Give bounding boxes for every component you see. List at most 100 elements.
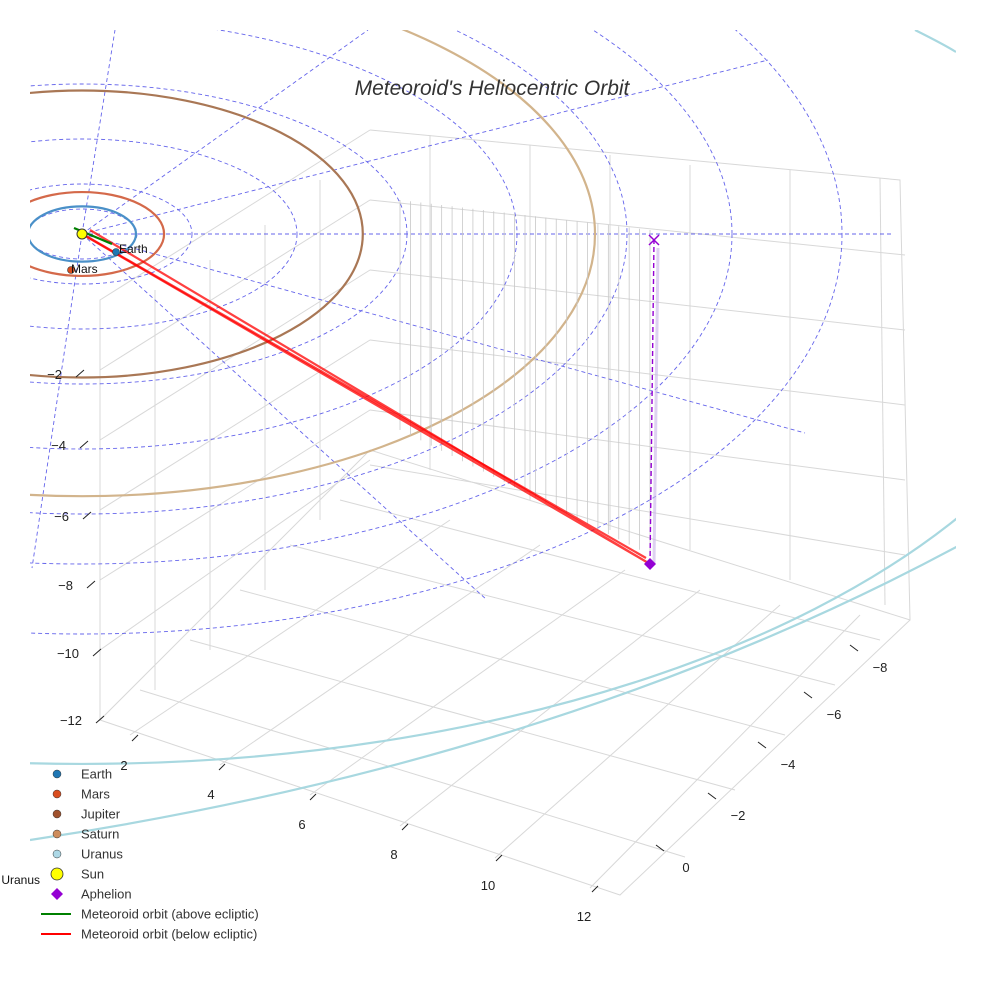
legend-meteoroid-orbit-above-ecliptic-label: Meteoroid orbit (above ecliptic) — [81, 907, 259, 922]
wall-gridline — [369, 199, 906, 256]
tick-label: −8 — [58, 578, 73, 593]
z-axis-ticks: −2 −4 −6 −8 −10 −12 — [47, 367, 105, 728]
back-wall-right — [369, 129, 911, 621]
tick-mark — [218, 763, 226, 771]
floor-gridline — [219, 544, 541, 766]
ecliptic-ring — [30, 30, 733, 565]
tick-mark — [849, 644, 859, 652]
tick-label: −4 — [781, 757, 796, 772]
legend-sun-marker — [50, 867, 64, 881]
meteoroid-orbit-below — [85, 235, 647, 559]
aphelion-drop-shadow — [652, 247, 660, 565]
tick-label: 0 — [682, 860, 689, 875]
tick-mark — [75, 369, 85, 378]
ecliptic-spoke — [81, 30, 369, 235]
tick-mark — [707, 792, 717, 800]
orbit-mars — [30, 190, 166, 278]
wall-gridline — [369, 464, 906, 556]
floor-edge — [99, 619, 911, 896]
sun-marker — [76, 228, 88, 240]
legend-aphelion-label: Aphelion — [81, 887, 132, 902]
tick-mark — [655, 844, 665, 852]
aphelion-marker — [644, 558, 656, 570]
aphelion-drop-line — [649, 239, 655, 565]
legend-saturn-label: Saturn — [81, 827, 119, 842]
floor-gridline — [309, 569, 626, 796]
legend-jupiter-label: Jupiter — [81, 807, 121, 822]
tick-label: 4 — [207, 787, 214, 802]
tick-mark — [495, 854, 503, 862]
tick-label: 2 — [120, 758, 127, 773]
tick-label: −12 — [60, 713, 82, 728]
wall-gridline — [99, 409, 371, 581]
floor-gridline — [289, 544, 836, 686]
axes-box — [99, 129, 911, 896]
ecliptic-spoke — [81, 59, 769, 235]
ecliptic-spoke — [31, 233, 83, 569]
drop-lines — [399, 200, 651, 555]
ecliptic-ring — [30, 30, 628, 515]
ecliptic-ring — [30, 138, 298, 330]
wall-gridline — [99, 459, 371, 651]
legend-earth-label: Earth — [81, 767, 112, 782]
y-axis-ticks: 0 −2 −4 −6 −8 — [655, 644, 888, 875]
wall-gridline — [879, 177, 886, 606]
tick-mark — [79, 440, 89, 449]
tick-label: 10 — [481, 878, 495, 893]
legend-aphelion-marker — [51, 888, 63, 900]
tick-mark — [309, 793, 317, 801]
tick-label: −8 — [873, 660, 888, 675]
floor-gridline — [189, 639, 736, 791]
floor-gridline — [339, 499, 881, 641]
floor-gridline — [239, 589, 786, 736]
orbit-saturn — [30, 30, 596, 498]
tick-mark — [131, 734, 139, 742]
chart-title: Meteoroid's Heliocentric Orbit — [355, 77, 631, 100]
planet-mars — [67, 266, 75, 274]
tick-label: 6 — [298, 817, 305, 832]
tick-mark — [401, 823, 409, 831]
tick-label: −2 — [47, 367, 62, 382]
tick-label: 12 — [577, 909, 591, 924]
ecliptic-spoke — [81, 233, 806, 434]
planet-earth — [112, 248, 120, 256]
meteoroid-orbit — [73, 226, 660, 565]
tick-label: −6 — [54, 509, 69, 524]
wall-gridline — [369, 269, 906, 331]
planet-orbits — [30, 30, 956, 842]
floor-gridline — [139, 689, 686, 858]
tick-mark — [86, 580, 96, 589]
floor-gridline — [129, 519, 451, 736]
legend: Earth Mars Jupiter Saturn Uranus Sun Aphelion M… — [41, 767, 259, 942]
legend-uranus-label: Uranus — [81, 847, 123, 862]
orbit-uranus-arc — [30, 545, 956, 842]
point-label-earth: Earth — [119, 242, 148, 256]
ecliptic-grid — [30, 30, 892, 635]
wall-gridline — [99, 339, 371, 511]
tick-mark — [95, 715, 105, 724]
legend-saturn-marker — [52, 829, 62, 839]
legend-meteoroid-orbit-below-ecliptic-label: Meteoroid orbit (below ecliptic) — [81, 927, 257, 942]
tick-label: −6 — [827, 707, 842, 722]
x-axis-ticks: 2 4 6 8 10 12 — [120, 734, 599, 924]
orbit-uranus-arc — [914, 30, 956, 53]
tick-mark — [757, 741, 767, 749]
tick-label: 8 — [390, 847, 397, 862]
ecliptic-ring — [30, 183, 193, 285]
tick-mark — [591, 885, 599, 893]
legend-earth-marker — [52, 769, 62, 779]
wall-gridline — [99, 199, 371, 371]
tick-mark — [82, 511, 92, 520]
orbit-uranus — [30, 517, 956, 765]
tick-mark — [92, 648, 102, 657]
legend-sun-label: Sun — [81, 867, 104, 882]
point-label-uranus: Uranus — [1, 873, 40, 887]
floor-gridline — [589, 614, 861, 889]
aphelion-ecliptic-projection — [648, 234, 660, 246]
orbit-jupiter — [30, 89, 364, 379]
orbit-earth — [30, 205, 138, 263]
markers — [67, 228, 660, 570]
point-label-mars: Mars — [71, 262, 98, 276]
legend-mars-label: Mars — [81, 787, 110, 802]
